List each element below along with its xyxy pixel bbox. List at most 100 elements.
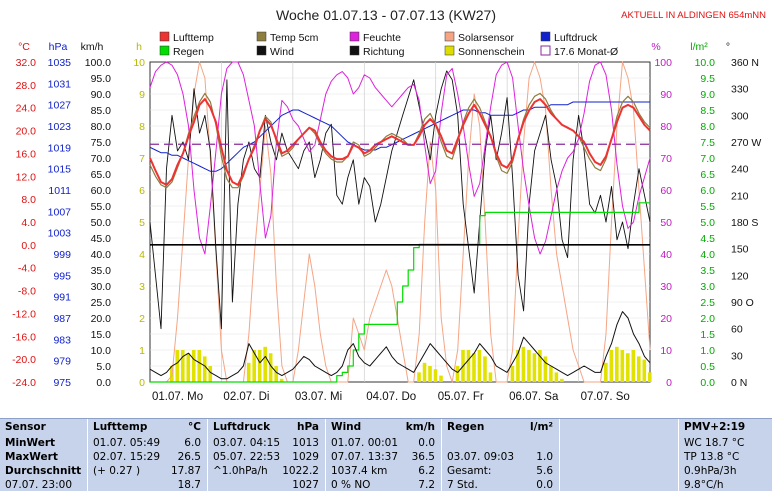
- legend-label-2: Feuchte: [363, 32, 401, 44]
- sunshine-bar-24: [279, 378, 284, 382]
- tick-hpa-12: 987: [53, 313, 71, 325]
- lufttemp-header: Lufttemp: [93, 421, 148, 433]
- regen-period-value: 0.0: [536, 479, 553, 491]
- sunshine-bar-20: [257, 350, 262, 382]
- tick-lm2-17: 1.5: [700, 329, 715, 341]
- sunshine-bar-51: [428, 366, 432, 382]
- col-sensor: Sensor MinWert MaxWert Durchschnitt 07.0…: [0, 419, 86, 491]
- tick-lm2-9: 5.5: [700, 201, 715, 213]
- sunshine-bar-70: [532, 353, 537, 382]
- unit-kmh: km/h: [81, 41, 104, 53]
- tick-sun-9: 1: [139, 345, 145, 357]
- tick-dir-5: 210: [731, 190, 749, 202]
- legend-label-8: Sonnenschein: [458, 46, 525, 58]
- unit-pct: %: [651, 41, 660, 53]
- col-luftdruck: Luftdruck hPa 03.07. 04:15 1013 05.07. 22:…: [207, 419, 325, 491]
- regen-unit: l/m²: [530, 421, 553, 433]
- legend-label-1: Temp 5cm: [270, 32, 319, 44]
- sunshine-bar-89: [637, 356, 641, 382]
- tick-lm2-7: 6.5: [700, 169, 715, 181]
- tick-kmh-11: 45.0: [91, 233, 112, 245]
- tick-temp-1: 28.0: [16, 80, 37, 92]
- sunshine-bar-71: [538, 350, 542, 382]
- tick-lm2-11: 4.5: [700, 233, 715, 245]
- tick-kmh-17: 15.0: [91, 329, 112, 341]
- regen-max-value: 1.0: [536, 451, 553, 463]
- tick-lm2-16: 2.0: [700, 313, 715, 325]
- sunshine-bar-52: [433, 369, 438, 382]
- chart-title: Woche 01.07.13 - 07.07.13 (KW27): [276, 7, 496, 23]
- legend-label-6: Wind: [270, 46, 294, 58]
- tick-hpa-4: 1019: [48, 142, 72, 154]
- tick-dir-11: 30: [731, 350, 743, 362]
- tick-kmh-0: 100.0: [85, 57, 111, 69]
- wind-current-value: 7.2: [418, 479, 435, 491]
- tick-lm2-0: 10.0: [695, 57, 716, 69]
- tick-pct-7: 30: [660, 281, 672, 293]
- luftdruck-max-value: 1029: [292, 451, 319, 463]
- legend-swatch-0: [159, 31, 170, 42]
- wind-min-value: 0.0: [418, 437, 435, 449]
- tick-temp-9: -4.0: [18, 263, 36, 275]
- tick-hpa-2: 1027: [48, 100, 72, 112]
- tick-temp-0: 32.0: [16, 57, 37, 69]
- tick-sun-7: 3: [139, 281, 145, 293]
- tick-temp-11: -12.0: [12, 308, 36, 320]
- tick-kmh-6: 70.0: [91, 153, 112, 165]
- legend-label-5: Regen: [173, 46, 204, 58]
- legend-label-9: 17.6 Monat-Ø: [554, 46, 618, 58]
- legend-swatch-4: [540, 31, 551, 42]
- sunshine-bar-22: [268, 353, 273, 382]
- unit-lm2: l/m²: [690, 41, 708, 53]
- weekly-weather-chart: Woche 01.07.13 - 07.07.13 (KW27) AKTUELL …: [12, 7, 766, 403]
- tick-lm2-18: 1.0: [700, 345, 715, 357]
- luftdruck-unit: hPa: [297, 421, 319, 433]
- sunshine-bar-19: [252, 350, 256, 382]
- legend-swatch-2: [349, 31, 360, 42]
- luftdruck-max-time: 05.07. 22:53: [213, 451, 280, 463]
- sunshine-bar-74: [554, 372, 559, 382]
- sunshine-bar-5: [175, 350, 180, 382]
- tick-dir-4: 240: [731, 164, 749, 176]
- tick-hpa-11: 991: [53, 292, 71, 304]
- legend-swatch-3: [444, 31, 455, 42]
- unit-deg: °: [726, 41, 730, 53]
- tick-lm2-10: 5.0: [700, 217, 715, 229]
- tick-temp-3: 20.0: [16, 126, 37, 138]
- wind-min-time: 01.07. 00:01: [331, 437, 398, 449]
- col-regen: Regen l/m² 03.07. 09:03 1.0 Gesamt: 5.6 7 S…: [441, 419, 559, 491]
- tick-kmh-10: 50.0: [91, 217, 112, 229]
- legend-swatch-6: [256, 45, 267, 56]
- series-feuchte: [149, 61, 651, 255]
- tick-temp-8: 0.0: [21, 240, 36, 252]
- tick-kmh-12: 40.0: [91, 249, 112, 261]
- tick-lm2-6: 7.0: [700, 153, 715, 165]
- legend-swatch-1: [256, 31, 267, 42]
- tick-kmh-16: 20.0: [91, 313, 112, 325]
- tick-pct-8: 20: [660, 313, 672, 325]
- tick-pct-0: 100: [654, 57, 672, 69]
- tick-kmh-15: 25.0: [91, 297, 112, 309]
- sunshine-bar-11: [208, 366, 213, 382]
- tick-dir-0: 360 N: [731, 57, 759, 69]
- tick-kmh-14: 30.0: [91, 281, 112, 293]
- pmv-header: PMV+2:19: [684, 421, 746, 433]
- luftdruck-min-time: 03.07. 04:15: [213, 437, 280, 449]
- series-regen: [150, 202, 650, 383]
- luftdruck-trend: ^1.0hPa/h: [213, 465, 268, 477]
- tick-temp-10: -8.0: [18, 286, 36, 298]
- luftdruck-min-value: 1013: [292, 437, 319, 449]
- sunshine-bar-68: [521, 346, 526, 382]
- tick-x-2: 03.07. Mi: [295, 391, 342, 403]
- pmv-temp-trend: 9.8°C/h: [684, 479, 724, 491]
- lufttemp-min-time: 01.07. 05:49: [93, 437, 160, 449]
- tick-pct-10: 0: [666, 377, 672, 389]
- tick-pct-2: 80: [660, 121, 672, 133]
- tick-hpa-9: 999: [53, 249, 71, 261]
- sunshine-bar-73: [549, 366, 553, 382]
- tick-hpa-8: 1003: [48, 228, 72, 240]
- tick-temp-12: -16.0: [12, 331, 36, 343]
- tick-lm2-3: 8.5: [700, 105, 715, 117]
- tick-sun-3: 7: [139, 153, 145, 165]
